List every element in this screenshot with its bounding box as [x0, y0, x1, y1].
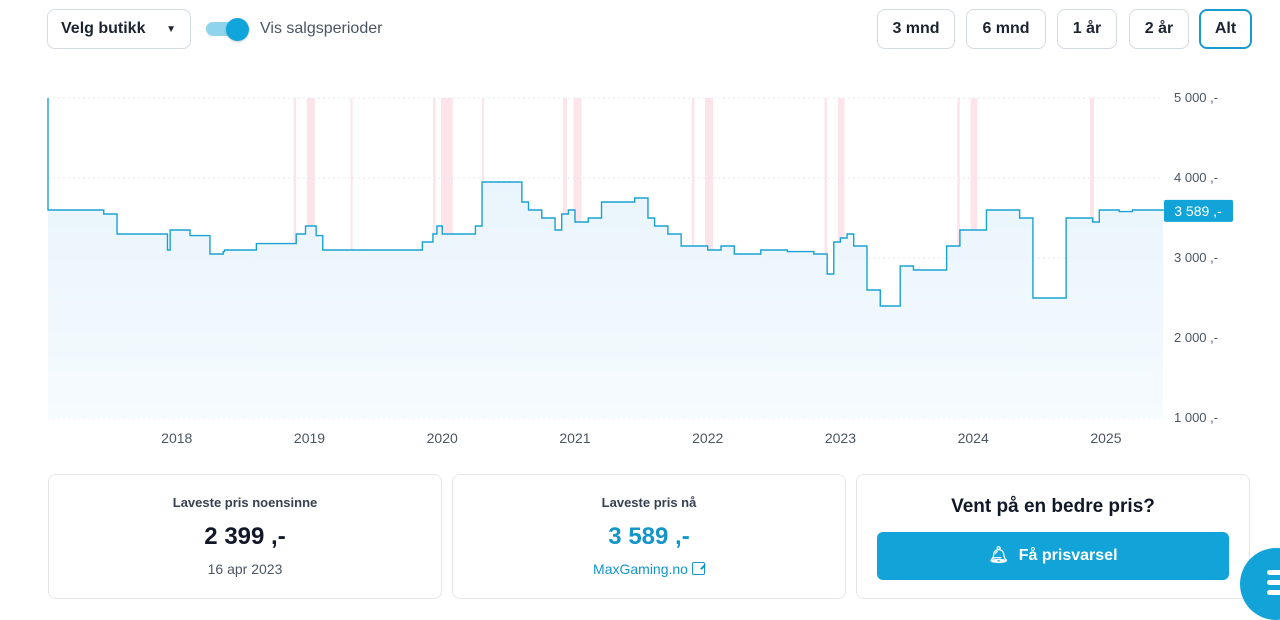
x-tick-label: 2022 — [692, 430, 723, 446]
store-link[interactable]: MaxGaming.no — [593, 561, 688, 577]
menu-icon-bar — [1267, 590, 1280, 595]
lowest-now-value: 3 589 ,- — [608, 523, 690, 550]
y-tick-label: 1 000 ,- — [1174, 410, 1218, 425]
x-tick-label: 2024 — [958, 430, 989, 446]
range-1-year-button[interactable]: 1 år — [1057, 9, 1117, 49]
menu-icon — [1267, 570, 1280, 575]
store-select-label: Velg butikk — [61, 20, 146, 37]
range-2-years-button[interactable]: 2 år — [1129, 9, 1189, 49]
external-link-icon — [691, 562, 705, 575]
y-tick-label: 5 000 ,- — [1174, 90, 1218, 105]
x-tick-label: 2025 — [1090, 430, 1121, 446]
y-tick-label: 2 000 ,- — [1174, 330, 1218, 345]
chevron-down-icon: ▼ — [166, 23, 176, 35]
price-history-chart[interactable]: 5 000 ,- 4 000 ,- 3 000 ,- 2 000 ,- 1 000 ,-… — [0, 80, 1280, 460]
x-tick-label: 2023 — [825, 430, 856, 446]
sale-periods-label: Vis salgsperioder — [260, 20, 383, 37]
lowest-ever-value: 2 399 ,- — [204, 523, 286, 550]
price-area — [48, 98, 1163, 418]
price-alert-title: Vent på en bedre pris? — [951, 496, 1155, 517]
store-select[interactable]: Velg butikk ▼ — [47, 9, 191, 49]
lowest-ever-title: Laveste pris noensinne — [172, 495, 318, 510]
price-alert-button[interactable]: 🔔︎ Få prisvarsel — [877, 532, 1229, 580]
range-6-months-button[interactable]: 6 mnd — [966, 9, 1046, 49]
x-tick-label: 2019 — [294, 430, 325, 446]
lowest-now-card: Laveste pris nå 3 589 ,- MaxGaming.no — [452, 474, 846, 599]
current-price-label: 3 589 ,- — [1174, 203, 1222, 219]
current-price-badge — [1164, 199, 1233, 222]
x-tick-label: 2020 — [427, 430, 458, 446]
range-3-months-button[interactable]: 3 mnd — [877, 9, 955, 49]
x-tick-label: 2021 — [559, 430, 590, 446]
price-line — [47, 98, 1164, 307]
range-all-button[interactable]: Alt — [1199, 9, 1252, 49]
lowest-ever-date: 16 apr 2023 — [207, 561, 283, 577]
toggle-knob — [226, 18, 249, 41]
price-alert-button-label: Få prisvarsel — [1018, 547, 1118, 564]
y-tick-label: 3 000 ,- — [1174, 250, 1218, 265]
price-alert-card: Vent på en bedre pris? 🔔︎ Få prisvarsel — [856, 474, 1250, 599]
lowest-now-title: Laveste pris nå — [601, 495, 697, 510]
menu-icon-bar — [1267, 580, 1280, 585]
lowest-ever-card: Laveste pris noensinne 2 399 ,- 16 apr 2… — [48, 474, 442, 599]
bell-icon: 🔔︎ — [988, 547, 1009, 564]
x-tick-label: 2018 — [161, 430, 192, 446]
y-tick-label: 4 000 ,- — [1174, 170, 1218, 185]
sale-periods-toggle[interactable] — [206, 18, 252, 41]
